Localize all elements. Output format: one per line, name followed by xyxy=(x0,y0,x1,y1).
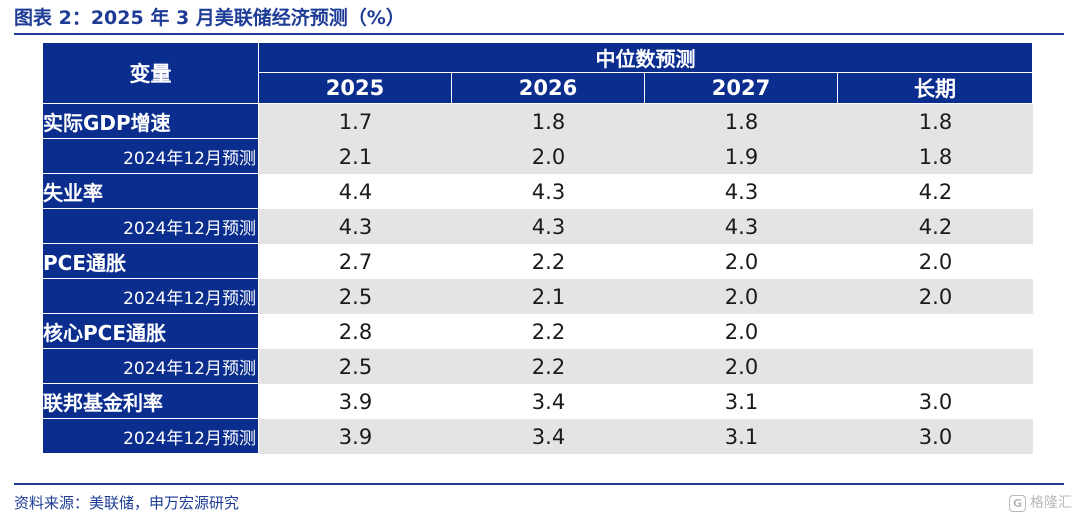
table-row-unemployment: 失业率 4.4 4.3 4.3 4.2 xyxy=(43,174,1033,209)
table-cell: 2.0 xyxy=(645,314,838,349)
row-label: 2024年12月预测 xyxy=(43,279,259,314)
table-cell: 1.7 xyxy=(259,104,452,139)
row-label: 2024年12月预测 xyxy=(43,209,259,244)
column-header-2025: 2025 xyxy=(259,73,452,104)
table-cell: 4.3 xyxy=(452,174,645,209)
table-cell: 4.4 xyxy=(259,174,452,209)
table-cell: 4.3 xyxy=(645,209,838,244)
table-cell: 1.8 xyxy=(838,104,1033,139)
table-cell: 4.3 xyxy=(452,209,645,244)
column-header-2026: 2026 xyxy=(452,73,645,104)
source-note: 资料来源：美联储，申万宏源研究 xyxy=(14,494,240,512)
table-row-core-pce-prior: 2024年12月预测 2.5 2.2 2.0 xyxy=(43,349,1033,384)
table-cell: 3.4 xyxy=(452,384,645,419)
table-row-fed-funds: 联邦基金利率 3.9 3.4 3.1 3.0 xyxy=(43,384,1033,419)
table-cell: 2.2 xyxy=(452,314,645,349)
row-label: 2024年12月预测 xyxy=(43,139,259,174)
row-label: 2024年12月预测 xyxy=(43,349,259,384)
table-cell: 2.0 xyxy=(452,139,645,174)
table-cell: 3.4 xyxy=(452,419,645,454)
table-cell: 3.9 xyxy=(259,384,452,419)
table-cell: 2.5 xyxy=(259,279,452,314)
table-cell: 1.8 xyxy=(645,104,838,139)
row-label: 失业率 xyxy=(43,174,259,209)
table-cell: 3.0 xyxy=(838,419,1033,454)
gelonghui-logo-icon: G xyxy=(1009,494,1026,512)
table-cell: 2.0 xyxy=(645,244,838,279)
row-label: PCE通胀 xyxy=(43,244,259,279)
row-label: 2024年12月预测 xyxy=(43,419,259,454)
table-cell: 3.0 xyxy=(838,384,1033,419)
watermark: G 格隆汇 xyxy=(1009,492,1072,514)
table-cell: 2.0 xyxy=(838,244,1033,279)
table-cell: 2.1 xyxy=(452,279,645,314)
table-cell: 3.1 xyxy=(645,419,838,454)
table-cell xyxy=(838,314,1033,349)
table-cell: 2.7 xyxy=(259,244,452,279)
table-cell xyxy=(838,349,1033,384)
row-label: 联邦基金利率 xyxy=(43,384,259,419)
table-row-unemployment-prior: 2024年12月预测 4.3 4.3 4.3 4.2 xyxy=(43,209,1033,244)
chart-title: 图表 2：2025 年 3 月美联储经济预测（%） xyxy=(14,7,405,29)
source-divider xyxy=(14,483,1064,485)
table-cell: 4.2 xyxy=(838,174,1033,209)
table-row-pce-prior: 2024年12月预测 2.5 2.1 2.0 2.0 xyxy=(43,279,1033,314)
table-cell: 4.3 xyxy=(259,209,452,244)
table-cell: 3.1 xyxy=(645,384,838,419)
table-cell: 2.5 xyxy=(259,349,452,384)
fed-projection-table: 变量 中位数预测 2025 2026 2027 长期 实际GDP增速 1.7 1… xyxy=(43,43,1033,454)
table-cell: 1.8 xyxy=(452,104,645,139)
table-cell: 2.8 xyxy=(259,314,452,349)
table-cell: 1.8 xyxy=(838,139,1033,174)
table-row-gdp: 实际GDP增速 1.7 1.8 1.8 1.8 xyxy=(43,104,1033,139)
column-header-2027: 2027 xyxy=(645,73,838,104)
table-row-core-pce: 核心PCE通胀 2.8 2.2 2.0 xyxy=(43,314,1033,349)
row-label: 核心PCE通胀 xyxy=(43,314,259,349)
table-cell: 2.0 xyxy=(645,279,838,314)
table-cell: 2.1 xyxy=(259,139,452,174)
variable-header: 变量 xyxy=(43,43,259,104)
table-cell: 4.3 xyxy=(645,174,838,209)
table-cell: 2.0 xyxy=(645,349,838,384)
row-label: 实际GDP增速 xyxy=(43,104,259,139)
title-divider xyxy=(14,33,1064,35)
table-cell: 2.2 xyxy=(452,349,645,384)
table-row-pce: PCE通胀 2.7 2.2 2.0 2.0 xyxy=(43,244,1033,279)
median-forecast-header: 中位数预测 xyxy=(259,43,1033,73)
table-cell: 2.0 xyxy=(838,279,1033,314)
column-header-longrun: 长期 xyxy=(838,73,1033,104)
watermark-text: 格隆汇 xyxy=(1030,495,1072,511)
table-cell: 2.2 xyxy=(452,244,645,279)
table-row-fed-funds-prior: 2024年12月预测 3.9 3.4 3.1 3.0 xyxy=(43,419,1033,454)
table-cell: 1.9 xyxy=(645,139,838,174)
table-cell: 4.2 xyxy=(838,209,1033,244)
table-cell: 3.9 xyxy=(259,419,452,454)
table-row-gdp-prior: 2024年12月预测 2.1 2.0 1.9 1.8 xyxy=(43,139,1033,174)
